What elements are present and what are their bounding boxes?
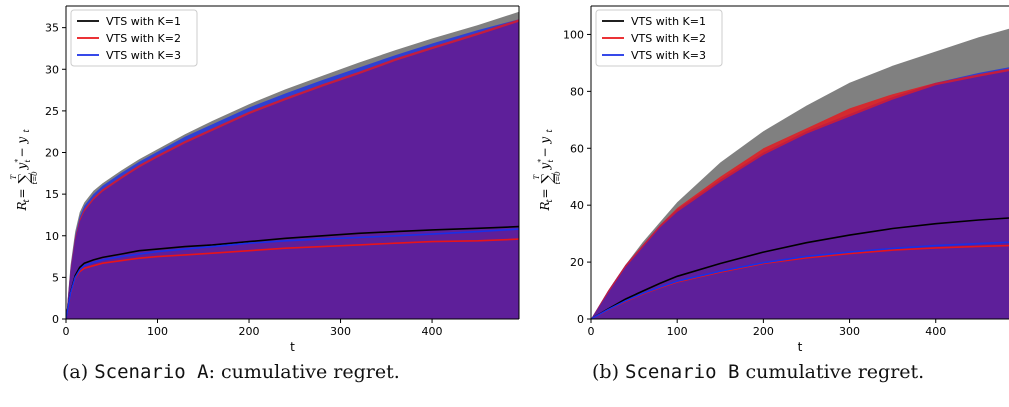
y-axis-label-part: t	[24, 160, 32, 163]
legend-label: VTS with K=1	[106, 15, 181, 28]
y-tick-label: 60	[570, 142, 584, 155]
y-axis-label-part: T	[533, 174, 541, 180]
line-vts-with-k-1	[66, 225, 519, 319]
plot-area	[66, 11, 519, 319]
y-axis-label-part: R	[538, 201, 552, 211]
x-tick-label: 200	[239, 325, 260, 338]
caption-a-text: : cumulative regret.	[208, 361, 400, 383]
x-tick-label: 0	[63, 325, 70, 338]
y-axis-label-part: − y	[538, 137, 552, 158]
y-axis-label-part: R	[15, 201, 29, 211]
x-axis-label: t	[798, 340, 803, 354]
y-axis-label-part: ∑	[538, 173, 556, 184]
caption-b-scenario: Scenario B	[625, 361, 740, 383]
legend: VTS with K=1 VTS with K=2 VTS with K=3	[595, 9, 723, 67]
y-tick-label: 35	[45, 22, 59, 35]
legend-box	[595, 9, 723, 67]
y-axis-label-part: t	[22, 199, 31, 203]
y-tick-label: 5	[52, 271, 59, 284]
y-tick-label: 10	[45, 230, 59, 243]
caption-a-label: (a)	[62, 361, 95, 383]
legend-label: VTS with K=2	[106, 32, 181, 45]
y-tick-label: 20	[45, 147, 59, 160]
x-tick-label: 200	[753, 325, 774, 338]
caption-b-label: (b)	[592, 361, 626, 383]
caption-a-scenario: Scenario A	[94, 361, 209, 383]
legend-label: VTS with K=1	[631, 15, 706, 28]
y-axis-label-part: ∑	[15, 173, 33, 184]
caption-b: (b) Scenario B cumulative regret.	[592, 361, 924, 383]
y-axis-label-part: t	[22, 129, 31, 133]
line-vts-with-k-1	[591, 217, 1009, 319]
x-tick-label: 400	[925, 325, 946, 338]
x-tick-label: 300	[330, 325, 351, 338]
band-overlap	[591, 71, 1009, 319]
caption-b-text: cumulative regret.	[739, 361, 925, 383]
y-axis-label-part: t	[545, 129, 554, 133]
y-tick-label: 20	[570, 256, 584, 269]
x-tick-label: 400	[422, 325, 443, 338]
legend-box	[70, 9, 198, 67]
x-axis-label: t	[290, 340, 295, 354]
x-tick-label: 100	[147, 325, 168, 338]
y-tick-label: 15	[45, 188, 59, 201]
y-axis-label-part: − y	[15, 137, 29, 158]
y-tick-label: 40	[570, 199, 584, 212]
y-axis-label-part: *	[14, 159, 22, 163]
y-axis-label-part: =	[538, 188, 552, 198]
y-axis-label-part: t	[547, 160, 555, 163]
line-vts-with-k-2	[66, 238, 519, 319]
y-axis-label-part: t=0	[554, 171, 562, 185]
line-vts-with-k-3	[591, 241, 1009, 319]
y-axis-label-part: T	[10, 174, 18, 180]
y-tick-label: 100	[563, 28, 584, 41]
band-overlap	[66, 21, 519, 319]
y-axis-label-part: =	[15, 188, 29, 198]
y-axis-label: Rt = ∑T t=0y* t − yt	[10, 129, 39, 212]
legend: VTS with K=1 VTS with K=2 VTS with K=3	[70, 9, 198, 67]
y-axis-label-part: t=0	[31, 171, 39, 185]
caption-a: (a) Scenario A: cumulative regret.	[62, 361, 400, 383]
line-vts-with-k-3	[66, 228, 519, 319]
legend-label: VTS with K=2	[631, 32, 706, 45]
y-tick-label: 25	[45, 105, 59, 118]
y-tick-label: 0	[577, 313, 584, 326]
legend-label: VTS with K=3	[106, 49, 181, 62]
y-axis-label-part: y	[538, 163, 552, 171]
y-axis-label: Rt = ∑T t=0y* t − yt	[533, 129, 562, 212]
y-tick-label: 80	[570, 85, 584, 98]
y-tick-label: 30	[45, 63, 59, 76]
y-axis-label-part: t	[545, 199, 554, 203]
y-axis-label-part: *	[537, 159, 545, 163]
y-tick-label: 0	[52, 313, 59, 326]
legend-label: VTS with K=3	[631, 49, 706, 62]
x-tick-label: 100	[667, 325, 688, 338]
y-axis-label-part: y	[15, 163, 29, 171]
x-tick-label: 0	[588, 325, 595, 338]
plot-area	[591, 28, 1009, 319]
x-tick-label: 300	[839, 325, 860, 338]
